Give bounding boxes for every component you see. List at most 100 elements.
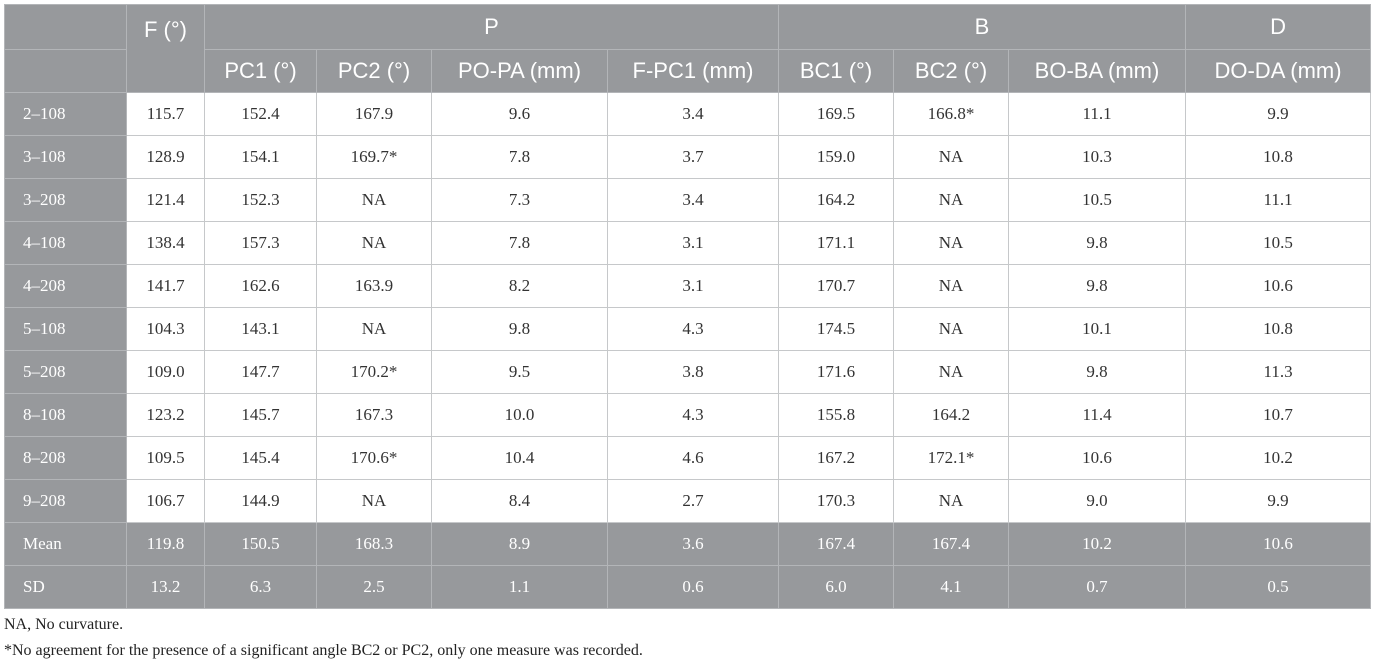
table-cell: 123.2: [126, 393, 205, 437]
table-cell: 11.3: [1185, 350, 1372, 394]
table-cell: 168.3: [316, 522, 432, 566]
row-label: 9–208: [4, 479, 127, 523]
table-cell: 3.7: [607, 135, 779, 179]
table-row: 4–108 138.4 157.3 NA 7.8 3.1 171.1 NA 9.8 10.5: [4, 221, 1372, 265]
table-cell: NA: [316, 178, 432, 222]
row-label: 2–108: [4, 92, 127, 136]
table-cell: 9.8: [431, 307, 608, 351]
table-cell: 10.3: [1007, 135, 1187, 179]
header-col-bc1: BC1 (°): [778, 49, 894, 93]
header-col-bc2: BC2 (°): [893, 49, 1009, 93]
row-label: 4–108: [4, 221, 127, 265]
table-cell: 152.4: [204, 92, 317, 136]
table-cell: 170.6*: [316, 436, 432, 480]
table-row: 5–108 104.3 143.1 NA 9.8 4.3 174.5 NA 10.1 10.8: [4, 307, 1372, 351]
table-cell: 10.8: [1185, 135, 1372, 179]
table-cell: 2.7: [607, 479, 779, 523]
header-col-po-pa: PO-PA (mm): [431, 49, 608, 93]
table-cell: 10.4: [431, 436, 608, 480]
table-row: 5–208 109.0 147.7 170.2* 9.5 3.8 171.6 NA 9.8 11.…: [4, 350, 1372, 394]
header-col-pc2: PC2 (°): [316, 49, 432, 93]
table-cell: NA: [893, 350, 1009, 394]
table-cell: 9.8: [1007, 264, 1187, 308]
table-cell: 10.7: [1185, 393, 1372, 437]
row-label: SD: [4, 565, 127, 609]
table-cell: 159.0: [778, 135, 894, 179]
table-cell: 8.9: [431, 522, 608, 566]
table-cell: 172.1*: [893, 436, 1009, 480]
table-cell: 8.2: [431, 264, 608, 308]
row-label: 8–208: [4, 436, 127, 480]
table-cell: 10.6: [1007, 436, 1187, 480]
table-cell: 167.4: [893, 522, 1009, 566]
table-cell: 11.1: [1007, 92, 1187, 136]
table-cell: 138.4: [126, 221, 205, 265]
table-cell: 167.4: [778, 522, 894, 566]
table-cell: 10.6: [1185, 264, 1372, 308]
table-cell: 0.5: [1185, 565, 1372, 609]
table-cell: 9.5: [431, 350, 608, 394]
measurements-table: F (°) P B D PC1 (°) PC2 (°) PO-PA (mm) F…: [4, 4, 1372, 609]
table-cell: 145.7: [204, 393, 317, 437]
table-cell: 9.8: [1007, 350, 1187, 394]
table-cell: 4.3: [607, 393, 779, 437]
table-cell: 164.2: [778, 178, 894, 222]
table-cell: 3.8: [607, 350, 779, 394]
table-cell: 119.8: [126, 522, 205, 566]
table-cell: 9.0: [1007, 479, 1187, 523]
header-group-p: P: [204, 4, 779, 50]
table-row: 8–208 109.5 145.4 170.6* 10.4 4.6 167.2 172.1* 1…: [4, 436, 1372, 480]
table-cell: 157.3: [204, 221, 317, 265]
header-col-bo-ba: BO-BA (mm): [1007, 49, 1187, 93]
header-col-f-pc1: F-PC1 (mm): [607, 49, 779, 93]
table-cell: 10.2: [1185, 436, 1372, 480]
table-cell: NA: [893, 135, 1009, 179]
table-cell: NA: [893, 264, 1009, 308]
table-cell: 9.6: [431, 92, 608, 136]
table-row: 4–208 141.7 162.6 163.9 8.2 3.1 170.7 NA 9.8 10.6: [4, 264, 1372, 308]
table-cell: 11.1: [1185, 178, 1372, 222]
table-cell: NA: [893, 307, 1009, 351]
table-cell: 4.3: [607, 307, 779, 351]
table-cell: 152.3: [204, 178, 317, 222]
table-cell: 171.1: [778, 221, 894, 265]
table-cell: 147.7: [204, 350, 317, 394]
row-label: 4–208: [4, 264, 127, 308]
table-cell: 0.6: [607, 565, 779, 609]
table-cell: 169.5: [778, 92, 894, 136]
table-cell: 164.2: [893, 393, 1009, 437]
table-cell: NA: [893, 221, 1009, 265]
table-cell: 7.3: [431, 178, 608, 222]
table-cell: 143.1: [204, 307, 317, 351]
row-label: 3–208: [4, 178, 127, 222]
table-cell: 141.7: [126, 264, 205, 308]
table-cell: 10.2: [1007, 522, 1187, 566]
table-cell: NA: [316, 221, 432, 265]
summary-row: Mean 119.8 150.5 168.3 8.9 3.6 167.4 167.4 10.2 1…: [4, 522, 1372, 566]
summary-row: SD 13.2 6.3 2.5 1.1 0.6 6.0 4.1 0.7 0.5: [4, 565, 1372, 609]
table-cell: 1.1: [431, 565, 608, 609]
table-cell: 7.8: [431, 221, 608, 265]
table-row: 3–208 121.4 152.3 NA 7.3 3.4 164.2 NA 10.5 11.1: [4, 178, 1372, 222]
header-group-f: F (°): [126, 4, 205, 93]
table-cell: 154.1: [204, 135, 317, 179]
table-cell: 162.6: [204, 264, 317, 308]
table-cell: 4.1: [893, 565, 1009, 609]
table-cell: 155.8: [778, 393, 894, 437]
table-cell: 167.9: [316, 92, 432, 136]
table-cell: 170.3: [778, 479, 894, 523]
table-footnotes: NA, No curvature. *No agreement for the …: [4, 612, 643, 664]
table-cell: 121.4: [126, 178, 205, 222]
table-cell: 170.2*: [316, 350, 432, 394]
table-cell: 167.3: [316, 393, 432, 437]
table-cell: 6.0: [778, 565, 894, 609]
table-cell: 109.5: [126, 436, 205, 480]
table-cell: 3.6: [607, 522, 779, 566]
table-cell: 174.5: [778, 307, 894, 351]
row-label: 5–208: [4, 350, 127, 394]
table-cell: 3.4: [607, 178, 779, 222]
table-cell: NA: [893, 178, 1009, 222]
table-row: 3–108 128.9 154.1 169.7* 7.8 3.7 159.0 NA 10.3 10…: [4, 135, 1372, 179]
table-cell: 0.7: [1007, 565, 1187, 609]
row-label: 8–108: [4, 393, 127, 437]
